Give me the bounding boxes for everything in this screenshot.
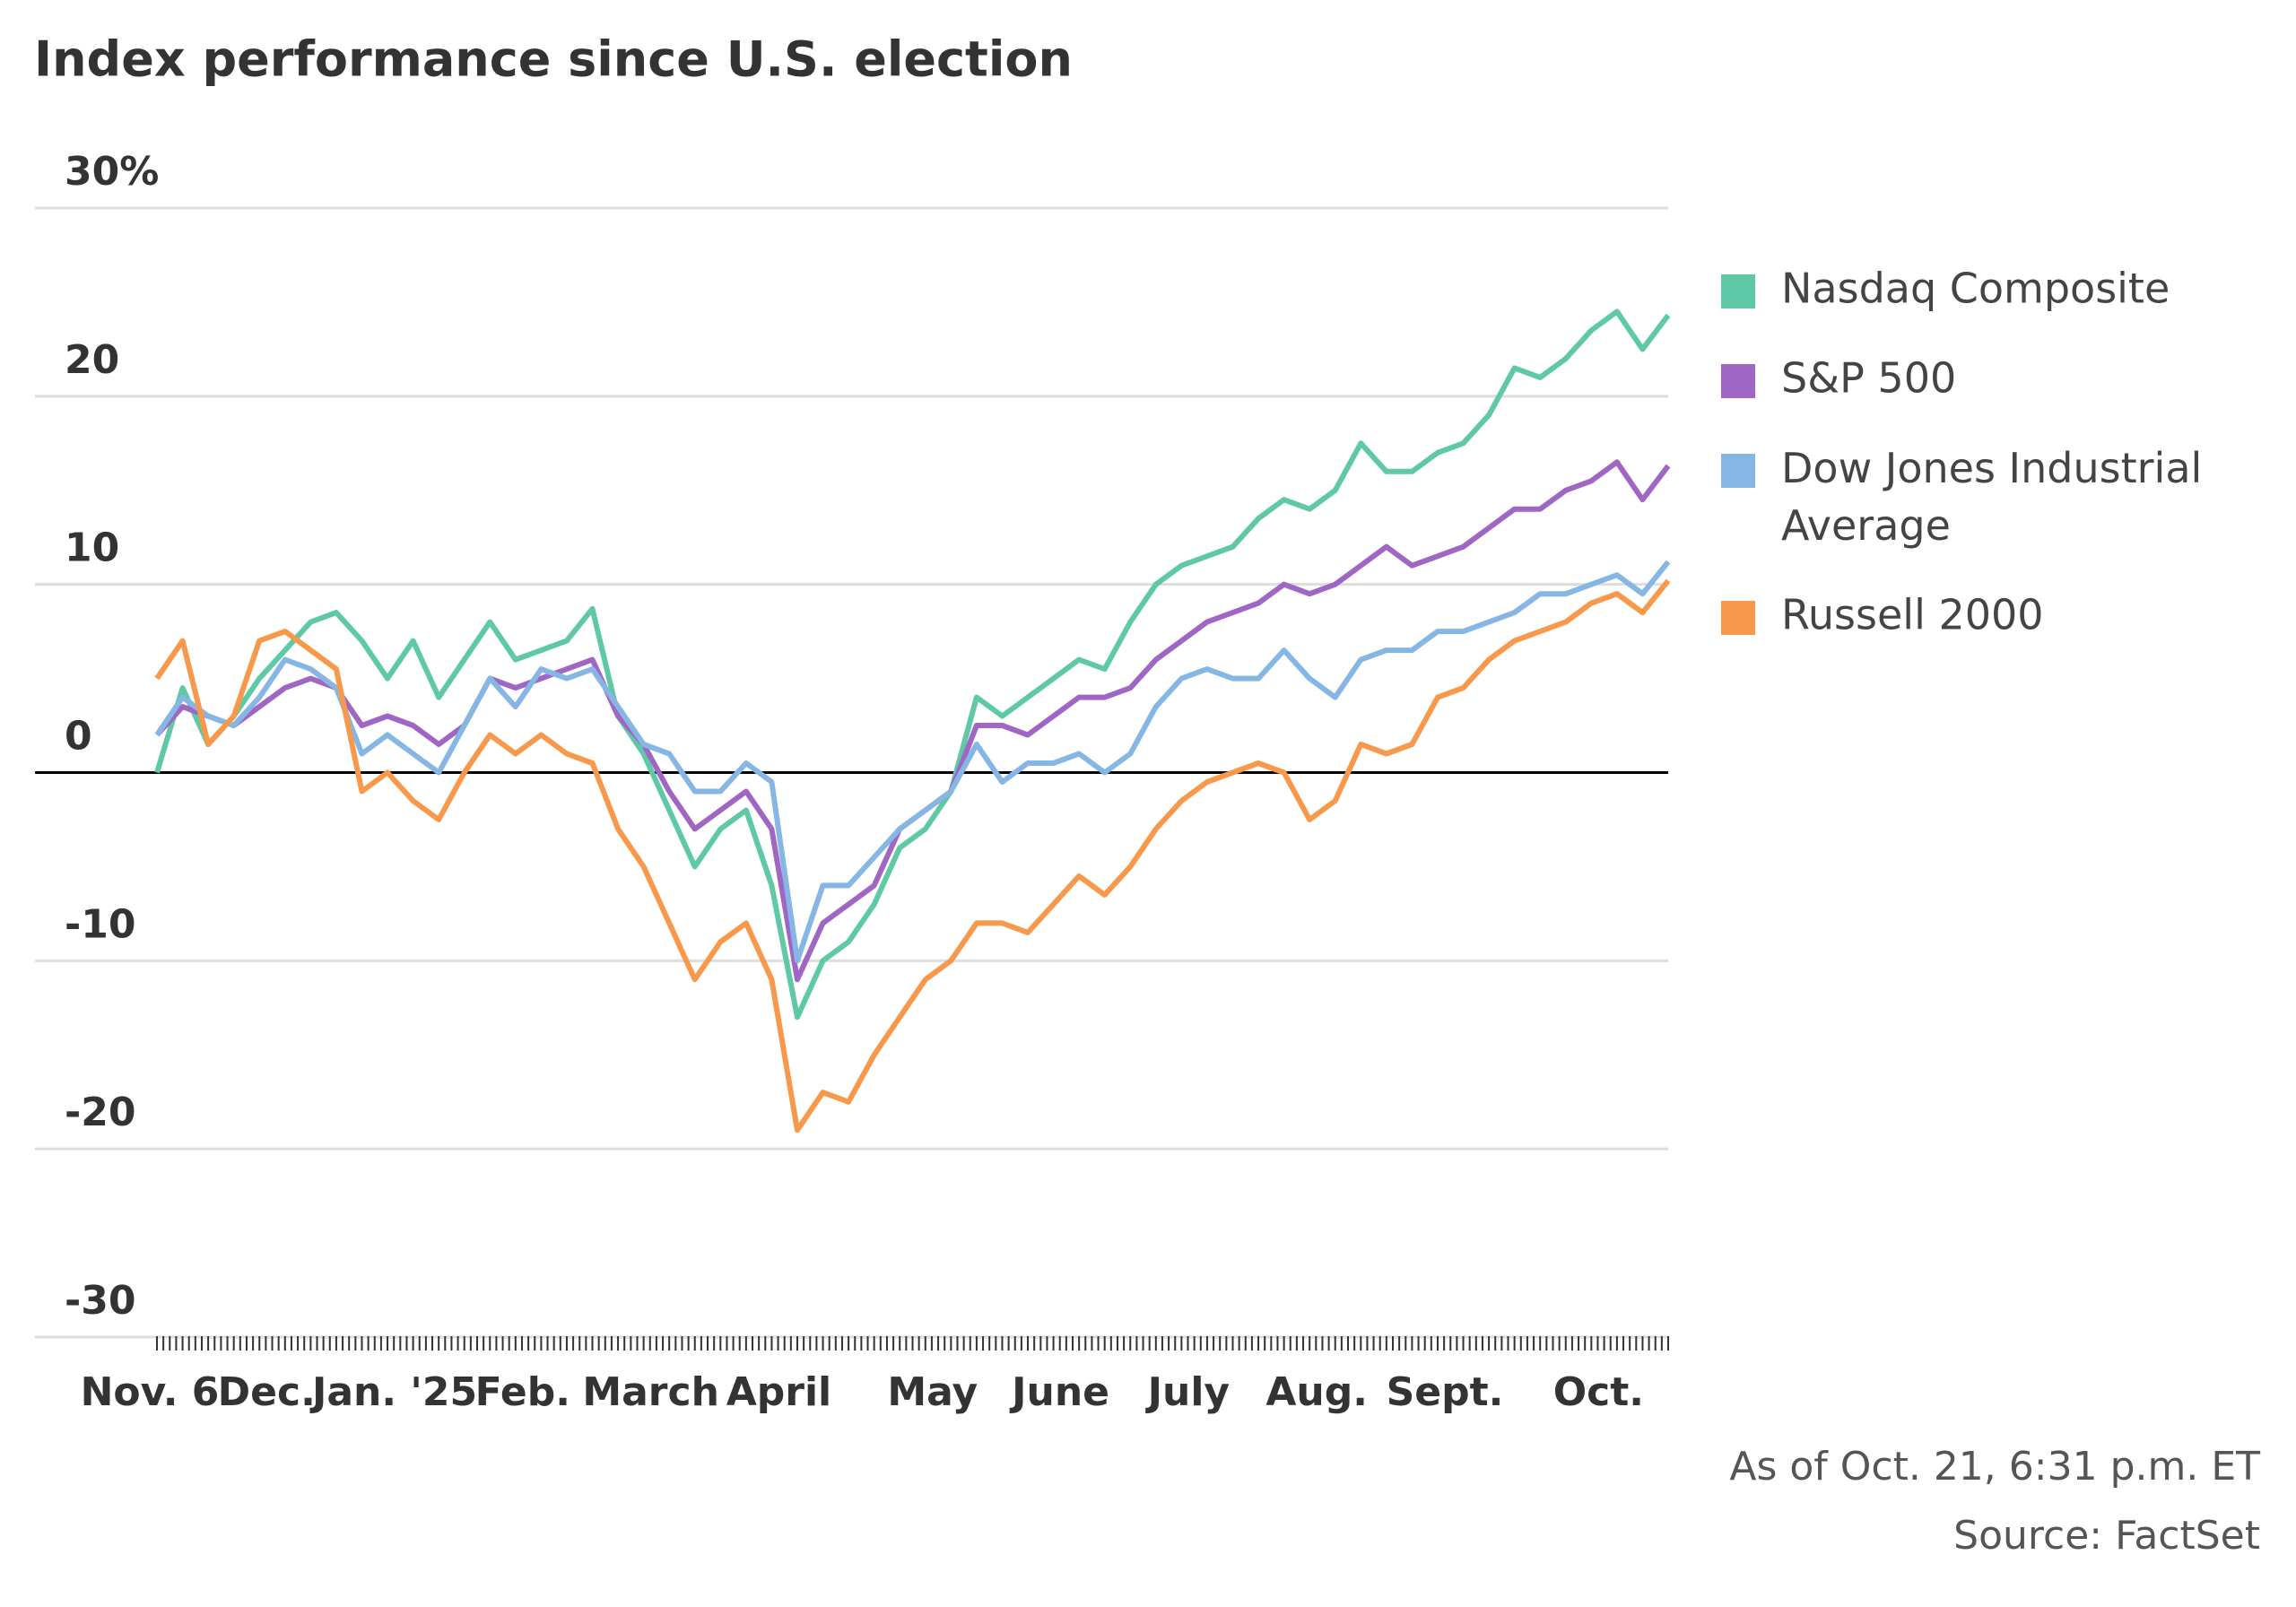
chart-title: Index performance since U.S. election [34, 31, 1073, 88]
x-tick-label: July [1145, 1369, 1230, 1415]
x-tick-label: Jan. '25 [309, 1369, 477, 1415]
series-line [154, 560, 1671, 964]
x-tick-label: Sept. [1387, 1369, 1504, 1415]
legend-label: Nasdaq Composite [1781, 265, 2170, 313]
legend-swatch [1721, 454, 1755, 488]
series-line [154, 308, 1671, 1021]
y-tick-label: 30% [65, 149, 159, 195]
legend-swatch [1721, 364, 1755, 398]
y-tick-label: 0 [65, 714, 92, 760]
x-tick-label: Nov. 6 [81, 1369, 220, 1415]
legend-label: Dow Jones Industrial Average [1781, 444, 2202, 550]
x-tick-label: April [726, 1369, 831, 1415]
legend-swatch [1721, 274, 1755, 308]
series-line [154, 459, 1671, 983]
x-tick-label: Oct. [1553, 1369, 1644, 1415]
y-tick-label: 20 [65, 337, 119, 383]
x-tick-label: March [582, 1369, 719, 1415]
legend-swatch [1721, 601, 1755, 635]
legend-label: Russell 2000 [1781, 591, 2044, 639]
note: Source: FactSet [1953, 1513, 2260, 1559]
y-tick-label: -10 [65, 901, 136, 947]
x-tick-label: Aug. [1265, 1369, 1368, 1415]
x-tick-label: May [887, 1369, 978, 1415]
y-tick-label: -30 [65, 1278, 136, 1324]
y-tick-label: 10 [65, 526, 119, 571]
legend-label: S&P 500 [1781, 354, 1956, 403]
note: As of Oct. 21, 6:31 p.m. ET [1729, 1444, 2260, 1490]
series-line [154, 578, 1671, 1134]
x-tick-label: Dec. [218, 1369, 316, 1415]
x-tick-label: June [1009, 1369, 1109, 1415]
y-tick-label: -20 [65, 1090, 136, 1135]
x-tick-label: Feb. [475, 1369, 570, 1415]
